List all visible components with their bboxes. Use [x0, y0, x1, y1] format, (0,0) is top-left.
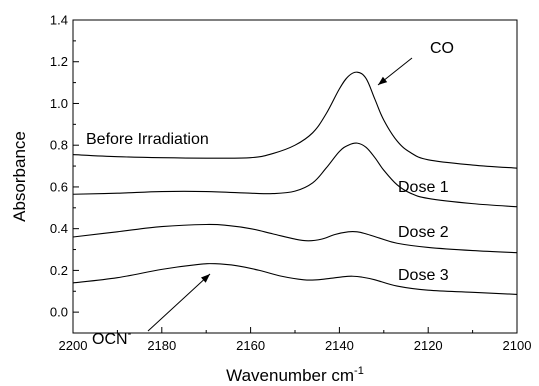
annotation-ocn: OCN- — [92, 328, 132, 348]
plot-frame — [72, 19, 518, 334]
co-arrowhead-icon — [378, 76, 388, 85]
series-line-0 — [72, 71, 518, 169]
x-tick-label-1: 2180 — [147, 338, 176, 353]
series-line-1 — [72, 142, 518, 208]
series-label-before-irradiation: Before Irradiation — [86, 131, 209, 148]
y-tick-label-0: 0.0 — [50, 305, 68, 320]
y-tick-label-5: 1.0 — [50, 96, 68, 111]
series-label-dose-3: Dose 3 — [398, 267, 449, 284]
y-tick-label-4: 0.8 — [50, 138, 68, 153]
series-label-dose-1: Dose 1 — [398, 179, 449, 196]
x-tick-label-2: 2160 — [236, 338, 265, 353]
plot-area: 2200 2180 2160 2140 2120 2100 0.0 0.2 0.4 0.6 0.8 1… — [50, 13, 532, 354]
ocn-arrowhead-icon — [201, 274, 210, 283]
annotation-co: CO — [430, 40, 454, 57]
x-tick-label-4: 2120 — [414, 338, 443, 353]
y-axis-title: Absorbance — [10, 131, 29, 222]
x-axis-title: Wavenumber cm-1 — [226, 365, 364, 385]
y-tick-label-6: 1.2 — [50, 54, 68, 69]
x-tick-label-3: 2140 — [325, 338, 354, 353]
y-tick-label-1: 0.2 — [50, 263, 68, 278]
ocn-arrow-icon — [147, 273, 211, 332]
y-tick-label-3: 0.6 — [50, 179, 68, 194]
y-tick-label-2: 0.4 — [50, 221, 68, 236]
x-tick-label-5: 2100 — [503, 338, 532, 353]
series-line-3 — [72, 263, 518, 295]
series-line-2 — [72, 223, 518, 254]
series-label-dose-2: Dose 2 — [398, 224, 449, 241]
y-tick-label-7: 1.4 — [50, 13, 68, 28]
x-tick-label-0: 2200 — [59, 338, 88, 353]
